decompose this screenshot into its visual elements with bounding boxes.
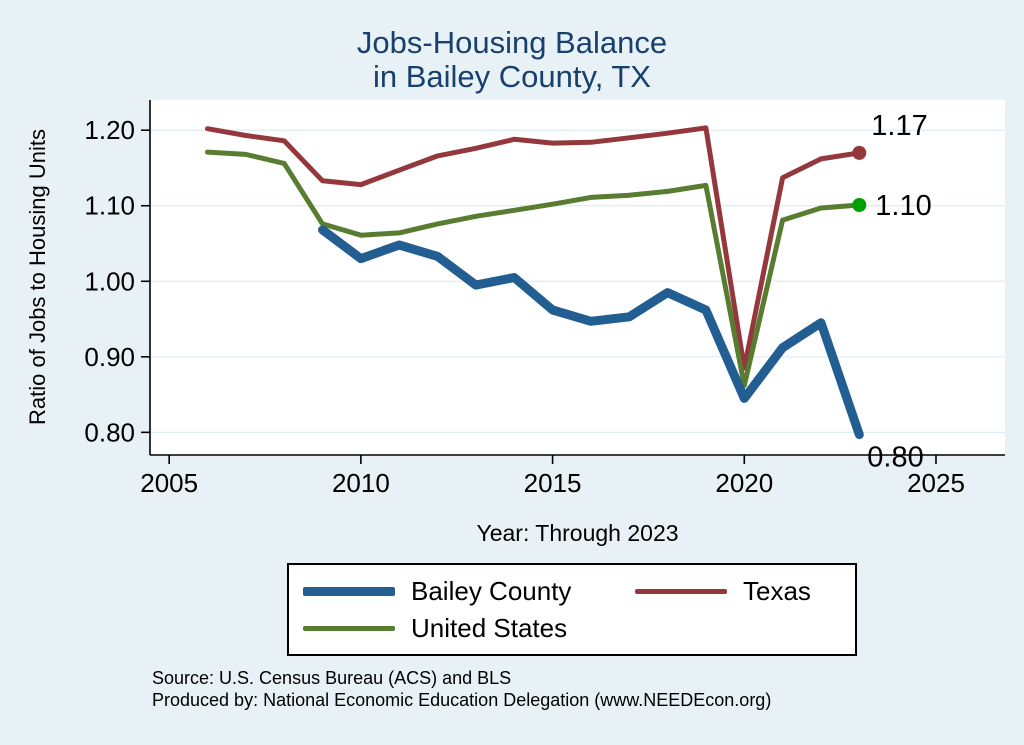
source-line: Source: U.S. Census Bureau (ACS) and BLS bbox=[152, 668, 512, 688]
legend: Bailey County Texas United States bbox=[287, 563, 857, 656]
end-label-united-states: 1.10 bbox=[875, 190, 931, 222]
end-label-texas: 1.17 bbox=[871, 110, 927, 142]
legend-entry-united-states: United States bbox=[303, 613, 635, 644]
series-line-texas bbox=[205, 125, 862, 371]
legend-swatch-texas bbox=[635, 588, 727, 594]
chart-title: Jobs-Housing Balance in Bailey County, T… bbox=[0, 25, 1024, 95]
x-tick-label: 2015 bbox=[524, 468, 582, 498]
series-line-bailey-county bbox=[318, 225, 864, 440]
legend-label-united-states: United States bbox=[411, 612, 568, 643]
series-line-united-states bbox=[205, 149, 862, 388]
legend-entry-bailey-county: Bailey County bbox=[303, 576, 635, 607]
y-tick-label: 0.90 bbox=[84, 342, 135, 372]
end-dot-texas bbox=[852, 145, 867, 160]
y-tick-label: 1.10 bbox=[84, 191, 135, 221]
y-tick-label: 1.20 bbox=[84, 115, 135, 145]
x-tick-label: 2010 bbox=[332, 468, 390, 498]
x-axis-label: Year: Through 2023 bbox=[476, 520, 679, 546]
chart-title-line1: Jobs-Housing Balance bbox=[356, 25, 668, 60]
y-axis-label: Ratio of Jobs to Housing Units bbox=[25, 129, 50, 425]
source-note: Source: U.S. Census Bureau (ACS) and BLS… bbox=[152, 668, 771, 712]
y-tick-label: 0.80 bbox=[84, 417, 135, 447]
x-tick-label: 2005 bbox=[140, 468, 198, 498]
legend-swatch-bailey-county bbox=[303, 586, 395, 596]
legend-entry-texas: Texas bbox=[635, 576, 811, 607]
x-tick-label: 2025 bbox=[907, 468, 965, 498]
legend-row-2: United States bbox=[303, 613, 841, 644]
legend-label-bailey-county: Bailey County bbox=[411, 575, 572, 606]
y-tick-label: 1.00 bbox=[84, 266, 135, 296]
produced-by-line: Produced by: National Economic Education… bbox=[152, 689, 772, 710]
end-dot-united-states bbox=[852, 197, 867, 212]
chart-title-line2: in Bailey County, TX bbox=[373, 59, 651, 95]
x-tick-label: 2020 bbox=[715, 468, 773, 498]
plot-area bbox=[150, 100, 1005, 455]
end-label-bailey-county: 0.80 bbox=[867, 442, 923, 474]
legend-swatch-united-states bbox=[303, 625, 395, 631]
legend-row-1: Bailey County Texas bbox=[303, 576, 841, 607]
legend-label-texas: Texas bbox=[743, 575, 811, 606]
